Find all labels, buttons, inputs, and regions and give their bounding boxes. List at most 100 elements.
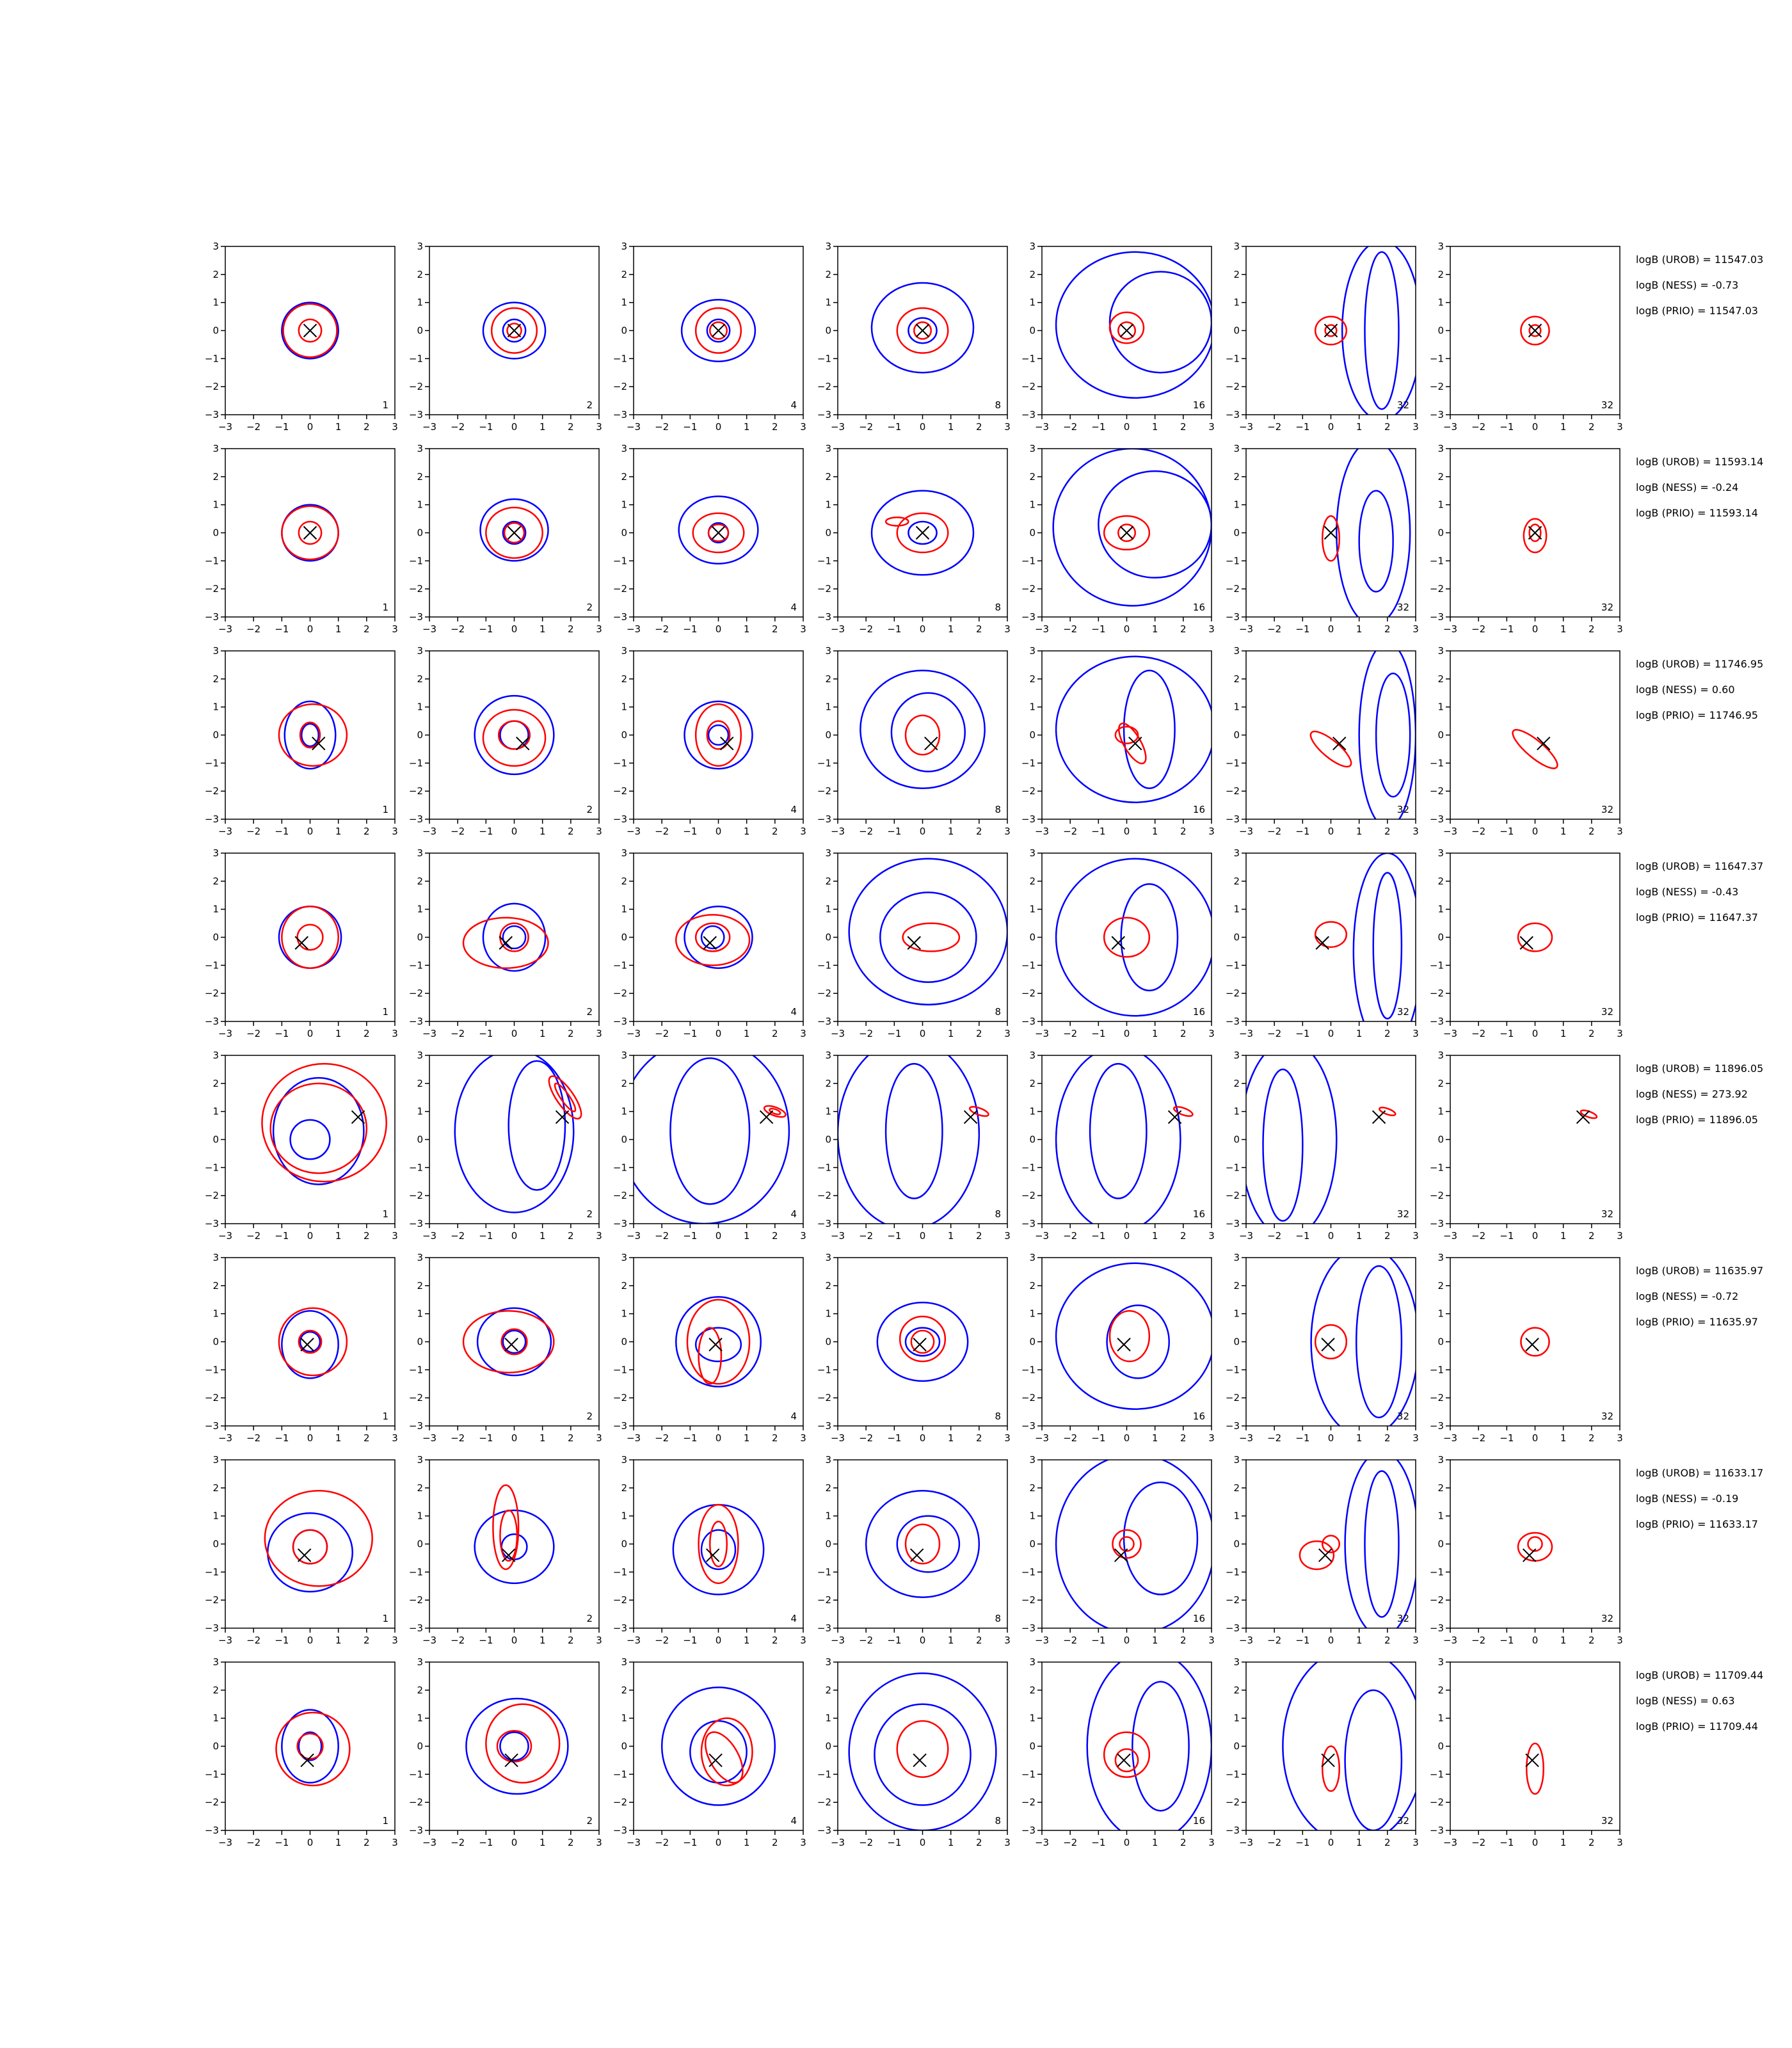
x-tick-label: 1 [1152,1028,1158,1039]
y-tick-label: 0 [1029,325,1036,337]
marker-stroke [1117,1753,1131,1768]
marker [913,1338,927,1352]
frame [429,1459,600,1629]
contour [497,720,531,750]
y-tick-label: −3 [1226,1825,1240,1836]
y-tick-label: 2 [1233,269,1240,280]
x-tick-label: −2 [859,1028,873,1039]
x-tick-label: 0 [1532,1230,1539,1242]
marker-stroke [1324,323,1338,338]
contour [278,703,348,767]
marker-stroke [507,525,522,540]
frame [633,852,804,1022]
contour [499,1509,518,1562]
plot-area [870,490,975,576]
x-tick-label: −2 [451,1230,465,1242]
contour [1117,524,1136,542]
y-tick-label: 1 [825,1510,831,1522]
x-tick-label: 0 [716,421,722,433]
contour [1314,1324,1348,1360]
x-tick-label: 1 [1356,1635,1363,1646]
frame [837,650,1008,820]
x-tick-label: 0 [1328,1635,1334,1646]
frame [633,650,804,820]
panel-label: 4 [790,1411,797,1422]
x-tick-label: −1 [683,1028,697,1039]
plot-area [465,1697,569,1795]
y-tick-label: −2 [409,583,423,595]
annotation: logB (UROB) = 11635.97 [1636,1265,1763,1277]
y-tick-label: −1 [1021,959,1036,971]
plot-area [660,1686,776,1806]
contour [490,307,538,354]
marker [499,936,513,950]
y-tick-label: 1 [621,904,627,915]
x-tick-label: 3 [1617,1432,1623,1444]
y-tick-label: 1 [621,297,627,308]
x-tick-label: −1 [1500,1230,1514,1242]
x-tick-label: −1 [683,1837,697,1848]
marker-stroke [303,525,317,540]
y-tick-label: −3 [613,1622,627,1634]
x-tick-label: 2 [1588,1230,1595,1242]
contour [706,720,731,750]
x-tick-label: 1 [335,1432,342,1444]
y-tick-label: −1 [1226,1566,1240,1578]
x-tick-label: −2 [859,1230,873,1242]
contour [1314,316,1348,346]
x-tick-label: −2 [859,1432,873,1444]
y-tick-label: −2 [1226,1392,1240,1404]
y-tick-label: 0 [1437,527,1444,539]
y-tick-label: −3 [1021,409,1036,420]
x-tick-label: 1 [1152,1230,1158,1242]
marker-stroke [1114,1548,1128,1562]
y-tick-label: −2 [205,583,219,595]
frame [633,1055,804,1224]
y-tick-label: −3 [613,1016,627,1027]
y-tick-label: −1 [817,757,831,769]
y-tick-label: −3 [409,611,423,623]
y-tick-label: −3 [1021,611,1036,623]
marker-stroke [915,525,930,540]
x-tick-label: 1 [1356,623,1363,635]
marker [909,1548,924,1562]
contour [709,321,728,340]
y-tick-label: 2 [621,673,627,685]
y-tick-label: 1 [1233,1106,1240,1117]
plot-area [1299,1460,1416,1628]
panel-label: 8 [995,1006,1001,1018]
y-tick-label: 1 [212,297,219,308]
contour [1108,1310,1151,1363]
x-tick-label: 2 [1180,1837,1187,1848]
y-tick-label: −3 [1430,611,1444,623]
x-tick-label: 0 [1328,421,1334,433]
y-tick-label: 0 [1437,325,1444,337]
x-tick-label: −2 [655,1635,669,1646]
y-tick-label: −2 [613,583,627,595]
y-tick-label: 0 [1029,730,1036,741]
marker [1332,736,1347,751]
plot-area [1055,655,1212,803]
x-tick-label: 0 [1124,1028,1130,1039]
y-tick-label: 3 [1233,241,1240,252]
frame [1041,852,1212,1022]
x-tick-label: 0 [1328,1837,1334,1848]
marker-stroke [1525,1753,1539,1768]
contour [281,301,339,360]
y-tick-label: −3 [409,1016,423,1027]
panel-label: 16 [1193,1006,1205,1018]
y-tick-label: 2 [417,673,423,685]
marker [1119,323,1134,338]
x-tick-label: 2 [1180,421,1187,433]
marker [708,1338,723,1352]
x-tick-label: 0 [1532,826,1539,837]
x-tick-label: −2 [246,826,260,837]
y-tick-label: −3 [613,409,627,420]
marker [1111,936,1125,950]
x-tick-label: 2 [1180,826,1187,837]
